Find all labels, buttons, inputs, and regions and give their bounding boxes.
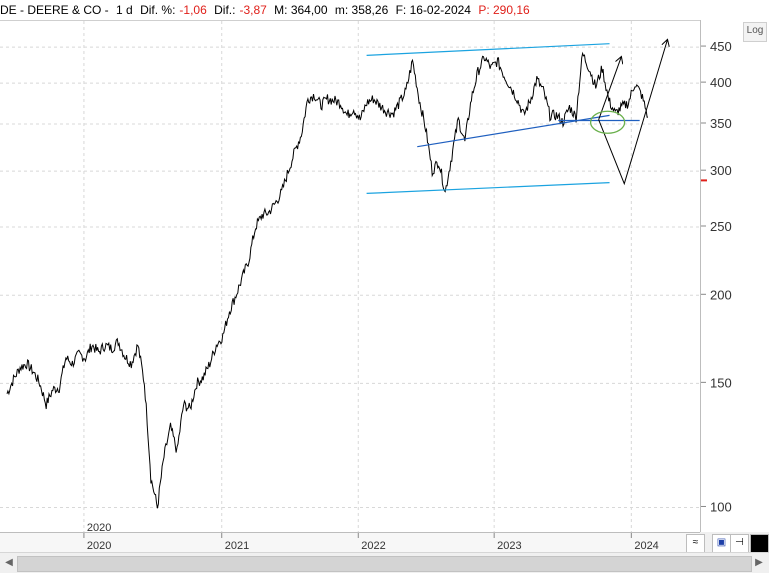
chart-toolbar: ≈ ▣ ⊣ bbox=[686, 534, 769, 553]
y-tick-label: 450 bbox=[710, 39, 732, 54]
dif-pct-value: -1,06 bbox=[179, 3, 207, 17]
y-tick-label: 250 bbox=[710, 219, 732, 234]
max-label: M: 364,00 bbox=[274, 3, 328, 17]
projection-arrow-down-up bbox=[598, 40, 668, 186]
scrollbar-thumb[interactable] bbox=[17, 556, 752, 572]
color-square-icon[interactable] bbox=[750, 534, 769, 553]
x-tick-label: 2021 bbox=[225, 540, 249, 552]
highlight-circle bbox=[589, 110, 626, 134]
min-label: m: 358,26 bbox=[334, 3, 389, 17]
projection-arrow-up bbox=[598, 57, 621, 120]
x-tick-label: 2023 bbox=[497, 540, 521, 552]
scroll-left-icon[interactable]: ◀ bbox=[5, 557, 13, 568]
y-tick-label: 150 bbox=[710, 375, 732, 390]
period-label: 1 d bbox=[116, 3, 133, 17]
scroll-right-icon[interactable]: ▶ bbox=[755, 557, 763, 568]
dif-value: -3,87 bbox=[239, 3, 267, 17]
price-axis[interactable]: 100 150 200 250 300 350 400 450 bbox=[700, 20, 769, 532]
x-top-label: 2020 bbox=[87, 522, 111, 533]
horizontal-scrollbar[interactable]: ◀ ▶ bbox=[0, 552, 769, 573]
x-tick-label: 2020 bbox=[87, 540, 111, 552]
channel-upper-line bbox=[366, 43, 610, 56]
date-label: F: 16-02-2024 bbox=[395, 3, 471, 17]
channel-lower-line bbox=[366, 182, 610, 194]
chart-header: DE - DEERE & CO - 1 d Dif. %: -1,06 Dif.:… bbox=[0, 0, 769, 20]
save-icon[interactable]: ▣ bbox=[712, 534, 731, 553]
pin-icon[interactable]: ⊣ bbox=[730, 534, 749, 553]
y-tick-label: 400 bbox=[710, 75, 732, 90]
x-tick-label: 2024 bbox=[634, 540, 658, 552]
log-scale-button[interactable]: Log bbox=[743, 22, 767, 42]
price-series bbox=[6, 51, 649, 509]
x-tick-label: 2022 bbox=[361, 540, 385, 552]
dif-pct-label: Dif. %: bbox=[140, 3, 176, 17]
price-label: P: 290,16 bbox=[478, 3, 530, 17]
price-chart: 2020 bbox=[0, 21, 700, 534]
y-tick-label: 200 bbox=[710, 287, 732, 302]
symbol-label: DE - DEERE & CO - bbox=[0, 3, 109, 17]
price-axis-svg: 100 150 200 250 300 350 400 450 bbox=[701, 39, 732, 514]
y-tick-label: 350 bbox=[710, 116, 732, 131]
y-tick-label: 300 bbox=[710, 163, 732, 178]
time-axis[interactable]: 2020 2021 2022 2023 2024 bbox=[0, 532, 700, 553]
plot-area[interactable]: 2020 bbox=[0, 20, 700, 534]
auto-scale-icon[interactable]: ≈ bbox=[686, 534, 705, 553]
y-tick-label: 100 bbox=[710, 499, 732, 514]
dif-label: Dif.: bbox=[214, 3, 236, 17]
time-axis-svg: 2020 2021 2022 2023 2024 bbox=[83, 533, 659, 552]
